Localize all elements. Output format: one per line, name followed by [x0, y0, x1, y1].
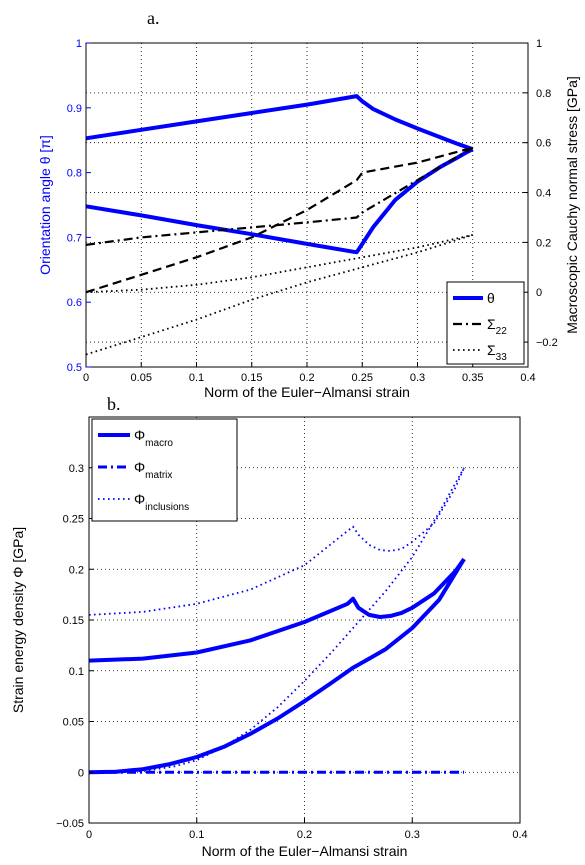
- chart-a-right-y-tick-label: 0.6: [536, 138, 551, 150]
- chart-b-series-line: [88, 558, 466, 775]
- chart-a-left-y-tick-label: 0.7: [67, 232, 82, 244]
- chart-b-x-tick-label: 0: [86, 829, 92, 841]
- chart-b-series: [88, 467, 466, 775]
- chart-a-x-tick-label: 0.35: [462, 372, 483, 384]
- chart-b-x-tick-label: 0.4: [512, 829, 527, 841]
- chart-a-series-line: [85, 94, 474, 152]
- chart-a-right-y-tick-label: 1: [536, 38, 542, 50]
- chart-a-legend-box: [446, 281, 525, 365]
- chart-b-y-tick-label: 0.2: [69, 564, 84, 576]
- chart-a-x-tick-label: 0.4: [520, 372, 535, 384]
- panel-a-letter: a.: [147, 8, 160, 28]
- panel-b-letter: b.: [107, 394, 121, 414]
- chart-a-left-y-axis-label: Orientation angle θ [π]: [37, 135, 53, 275]
- chart-b-y-tick-label: 0.25: [63, 514, 84, 526]
- chart-b-y-tick-label: 0.15: [63, 615, 84, 627]
- chart-a-x-axis-label: Norm of the Euler−Almansi strain: [204, 384, 410, 400]
- chart-a-x-tick-label: 0.1: [189, 372, 204, 384]
- chart-a-ticks: 0 0.05 0.1 0.15 0.2 0.25 0.3 0.35 0.4 −0.2 0 0.2 0.4…: [67, 38, 558, 384]
- chart-b-x-tick-label: 0.2: [297, 829, 312, 841]
- chart-a-right-y-tick-label: 0: [536, 287, 542, 299]
- chart-b-y-axis-label: Strain energy density Φ [GPa]: [10, 527, 26, 713]
- chart-a-right-y-tick-label: −0.2: [536, 337, 558, 349]
- chart-a-series-line: [85, 146, 474, 246]
- chart-a-series-line: [85, 146, 473, 294]
- chart-a: 0 0.05 0.1 0.15 0.2 0.25 0.3 0.35 0.4 −0.2 0 0.2 0.4…: [37, 38, 580, 400]
- chart-a-x-tick-label: 0.2: [299, 372, 314, 384]
- chart-a-right-y-tick-label: 0.2: [536, 237, 551, 249]
- chart-a-x-tick-label: 0: [83, 372, 89, 384]
- chart-b-series-line: [88, 467, 465, 616]
- chart-b: 0 0.1 0.2 0.3 0.4−0.0500.050.10.150.20.250.3…: [10, 416, 528, 859]
- chart-a-x-tick-label: 0.25: [352, 372, 373, 384]
- chart-a-right-y-tick-label: 0.8: [536, 88, 551, 100]
- chart-a-legend-label: θ: [487, 290, 495, 306]
- chart-b-x-tick-label: 0.1: [189, 829, 204, 841]
- chart-a-x-tick-label: 0.15: [241, 372, 262, 384]
- chart-b-y-tick-label: 0.3: [69, 463, 84, 475]
- chart-a-right-y-axis-label: Macroscopic Cauchy normal stress [GPa]: [564, 76, 580, 334]
- chart-a-left-y-tick-label: 0.6: [67, 297, 82, 309]
- chart-a-left-y-tick-label: 1: [76, 38, 82, 50]
- chart-a-right-y-tick-label: 0.4: [536, 188, 551, 200]
- chart-b-y-tick-label: 0.05: [63, 717, 84, 729]
- chart-b-x-axis-label: Norm of the Euler−Almansi strain: [202, 843, 408, 859]
- chart-a-left-y-tick-label: 0.8: [67, 168, 82, 180]
- chart-a-series: [85, 94, 474, 356]
- chart-a-x-tick-label: 0.3: [410, 372, 425, 384]
- chart-a-left-y-tick-label: 0.9: [67, 103, 82, 115]
- chart-b-x-tick-label: 0.3: [405, 829, 420, 841]
- chart-b-y-tick-label: 0.1: [69, 666, 84, 678]
- chart-b-y-tick-label: 0: [78, 767, 84, 779]
- chart-b-series-line: [88, 557, 466, 663]
- chart-a-left-y-tick-label: 0.5: [67, 362, 82, 374]
- chart-a-x-tick-label: 0.05: [131, 372, 152, 384]
- chart-b-y-tick-label: −0.05: [56, 818, 84, 830]
- chart-a-series-line: [85, 234, 473, 294]
